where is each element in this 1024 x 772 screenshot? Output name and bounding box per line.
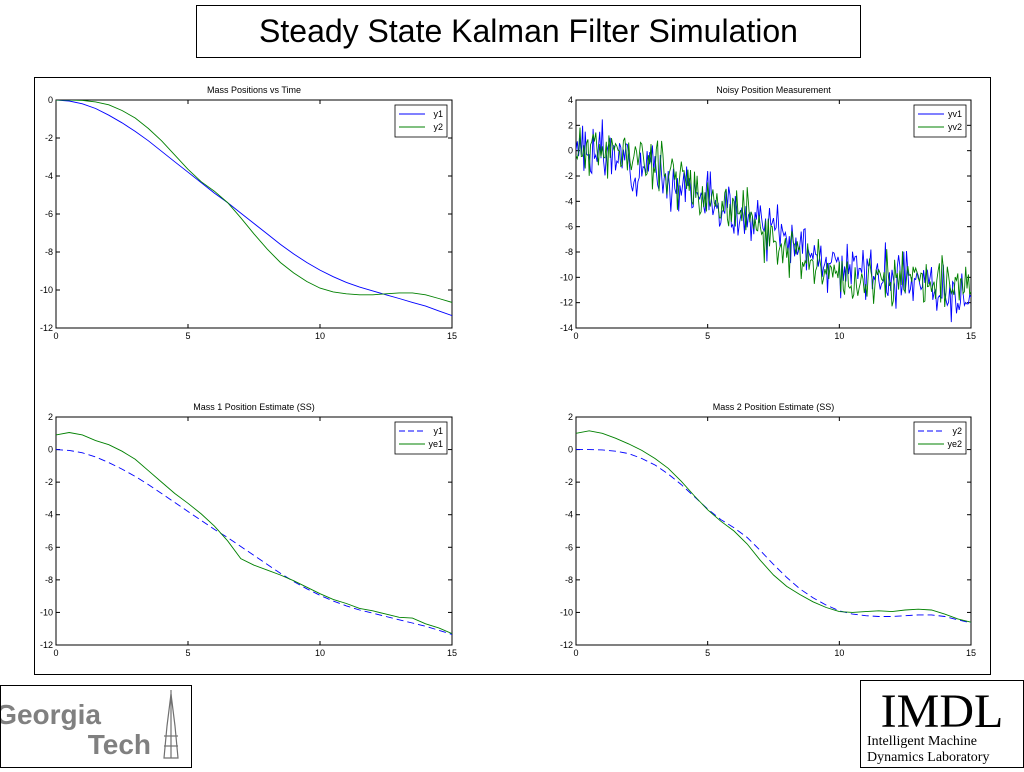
y-tick-label: -12 xyxy=(560,640,573,650)
y-tick-label: -12 xyxy=(560,298,573,308)
chart-3: Mass 1 Position Estimate (SS)0 5 10 1520-2-… xyxy=(40,402,457,658)
y-tick-label: -8 xyxy=(565,247,573,257)
y-tick-label: -4 xyxy=(45,171,53,181)
legend-label: y2 xyxy=(433,122,443,132)
x-tick-label: 5 xyxy=(185,331,190,341)
chart-title: Mass 1 Position Estimate (SS) xyxy=(193,402,315,412)
y-tick-label: -4 xyxy=(565,510,573,520)
y-tick-label: 0 xyxy=(48,445,53,455)
series-line-yv1 xyxy=(576,119,971,323)
legend-label: y2 xyxy=(952,426,962,436)
imdl-logo-line2: Dynamics Laboratory xyxy=(867,750,989,765)
x-tick-label: 0 xyxy=(53,331,58,341)
y-tick-label: -8 xyxy=(45,575,53,585)
chart-title: Mass 2 Position Estimate (SS) xyxy=(713,402,835,412)
x-tick-label: 15 xyxy=(966,331,976,341)
legend-box xyxy=(394,421,448,455)
legend-box xyxy=(913,421,967,455)
legend-label: ye1 xyxy=(428,439,443,449)
imdl-logo: IMDL Intelligent Machine Dynamics Labora… xyxy=(860,680,1024,768)
y-tick-label: 2 xyxy=(568,412,573,422)
chart-title: Mass Positions vs Time xyxy=(207,85,301,95)
y-tick-label: 2 xyxy=(568,120,573,130)
x-tick-label: 15 xyxy=(447,331,457,341)
y-tick-label: -6 xyxy=(565,222,573,232)
series-line-ye1 xyxy=(56,432,452,635)
y-tick-label: -8 xyxy=(565,575,573,585)
chart-title: Noisy Position Measurement xyxy=(716,85,831,95)
imdl-logo-line1: Intelligent Machine xyxy=(867,734,977,749)
plot-area xyxy=(55,416,453,646)
series-line-y1 xyxy=(56,449,452,635)
legend-box xyxy=(913,104,967,138)
x-tick-label: 10 xyxy=(315,648,325,658)
georgia-tech-logo: Georgia Tech xyxy=(0,685,192,768)
x-tick-label: 5 xyxy=(185,648,190,658)
legend-label: y1 xyxy=(433,426,443,436)
y-tick-label: -12 xyxy=(40,323,53,333)
y-tick-label: -2 xyxy=(565,171,573,181)
y-tick-label: -14 xyxy=(560,323,573,333)
y-tick-label: -8 xyxy=(45,247,53,257)
y-tick-label: -6 xyxy=(45,209,53,219)
y-tick-label: -10 xyxy=(40,285,53,295)
slide-title-box: Steady State Kalman Filter Simulation xyxy=(196,5,861,58)
y-tick-label: 4 xyxy=(568,95,573,105)
chart-4: Mass 2 Position Estimate (SS)0 5 10 1520-2-… xyxy=(560,402,976,658)
imdl-logo-acronym: IMDL xyxy=(881,685,1004,738)
y-tick-label: -2 xyxy=(45,477,53,487)
y-tick-label: -4 xyxy=(45,510,53,520)
chart-1: Mass Positions vs Time 0 5 10 15 0 -2 -4 -6 -8 -10… xyxy=(40,85,457,341)
plot-area xyxy=(575,99,972,329)
y-tick-label: -4 xyxy=(565,196,573,206)
y-tick-label: -6 xyxy=(45,542,53,552)
legend-label: yv2 xyxy=(948,122,962,132)
x-tick-label: 0 xyxy=(53,648,58,658)
y-tick-label: 0 xyxy=(48,95,53,105)
y-tick-label: 0 xyxy=(568,445,573,455)
y-tick-label: -10 xyxy=(560,272,573,282)
y-tick-label: -10 xyxy=(560,607,573,617)
x-tick-label: 0 xyxy=(573,331,578,341)
x-tick-label: 15 xyxy=(447,648,457,658)
x-tick-label: 10 xyxy=(315,331,325,341)
legend-label: y1 xyxy=(433,109,443,119)
series-line-ye2 xyxy=(576,430,971,623)
y-tick-label: -2 xyxy=(565,477,573,487)
x-tick-label: 15 xyxy=(966,648,976,658)
y-tick-label: 2 xyxy=(48,412,53,422)
series-line-y2 xyxy=(56,100,452,303)
x-tick-label: 0 xyxy=(573,648,578,658)
slide-title: Steady State Kalman Filter Simulation xyxy=(259,13,798,49)
chart-2: Noisy Position Measurement 0 5 10 15 4 2 0 -2 -4 -… xyxy=(560,85,976,341)
x-tick-label: 5 xyxy=(705,331,710,341)
legend-label: ye2 xyxy=(947,439,962,449)
series-line-y2 xyxy=(576,449,971,624)
georgia-tech-logo-line2: Tech xyxy=(88,729,151,760)
plot-area xyxy=(575,416,972,646)
y-tick-label: -10 xyxy=(40,607,53,617)
georgia-tech-logo-line1: Georgia xyxy=(1,699,101,730)
y-tick-label: -6 xyxy=(565,542,573,552)
x-tick-label: 10 xyxy=(834,648,844,658)
y-tick-label: -2 xyxy=(45,133,53,143)
y-tick-label: -12 xyxy=(40,640,53,650)
x-tick-label: 10 xyxy=(834,331,844,341)
series-line-yv2 xyxy=(576,127,971,308)
x-tick-label: 5 xyxy=(705,648,710,658)
y-tick-label: 0 xyxy=(568,146,573,156)
series-line-y1 xyxy=(56,100,452,317)
plot-area xyxy=(55,99,453,329)
georgia-tech-logo-art: Georgia Tech xyxy=(0,690,179,760)
legend-box xyxy=(394,104,448,138)
imdl-logo-art: IMDL Intelligent Machine Dynamics Labora… xyxy=(867,685,1004,765)
tech-tower-icon xyxy=(163,690,179,759)
legend-label: yv1 xyxy=(948,109,962,119)
